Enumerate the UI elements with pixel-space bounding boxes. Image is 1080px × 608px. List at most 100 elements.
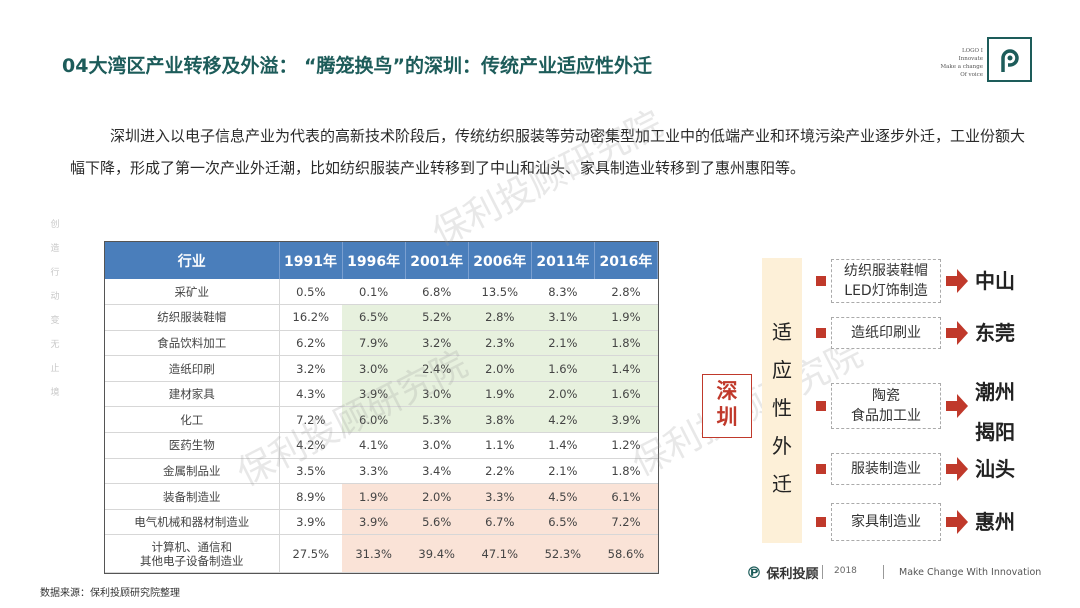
share-cell: 3.0% xyxy=(405,432,469,459)
industry-box: 造纸印刷业 xyxy=(831,317,941,349)
table-row: 金属制品业 3.5% 3.3% 3.4% 2.2% 2.1% 1.8% xyxy=(105,458,658,485)
header-year: 2016年 xyxy=(594,242,659,279)
industry-cell: 医药生物 xyxy=(105,432,280,459)
share-cell: 0.5% xyxy=(279,279,343,306)
share-cell: 2.3% xyxy=(468,330,532,357)
logo-line: Make a change xyxy=(940,64,984,70)
industry-cell: 食品饮料加工 xyxy=(105,330,280,357)
share-cell: 1.1% xyxy=(468,432,532,459)
motto-char: 变 xyxy=(50,316,60,326)
table-row: 食品饮料加工 6.2% 7.9% 3.2% 2.3% 2.1% 1.8% xyxy=(105,330,658,357)
share-cell: 3.0% xyxy=(405,381,469,408)
brand-year: 2018 xyxy=(834,566,857,576)
share-cell: 3.9% xyxy=(279,509,343,536)
industry-box: 家具制造业 xyxy=(831,503,941,541)
origin-box xyxy=(702,374,752,438)
share-cell: 52.3% xyxy=(531,534,595,574)
share-cell: 3.0% xyxy=(342,355,406,382)
industry-cell: 建材家具 xyxy=(105,381,280,408)
origin-char: 深 xyxy=(716,379,738,403)
share-cell: 8.3% xyxy=(531,279,595,306)
bullet-square-icon xyxy=(816,464,826,474)
page-title: 04大湾区产业转移及外溢： “腾笼换鸟”的深圳：传统产业适应性外迁 xyxy=(62,55,653,77)
share-cell: 16.2% xyxy=(279,304,343,331)
migration-vertical-label: 适 应 性 外 迁 xyxy=(762,313,802,503)
share-cell: 1.9% xyxy=(342,483,406,510)
origin-char: 圳 xyxy=(716,405,738,429)
share-cell: 3.4% xyxy=(405,458,469,485)
data-source-note: 数据来源：保利投顾研究院整理 xyxy=(40,588,180,599)
share-cell: 31.3% xyxy=(342,534,406,574)
arrow-right-icon xyxy=(946,457,968,481)
share-cell: 5.6% xyxy=(405,509,469,536)
arrow-right-icon xyxy=(946,321,968,345)
motto-char: 造 xyxy=(50,244,60,254)
industry-cell: 化工 xyxy=(105,406,280,434)
share-cell: 1.8% xyxy=(594,458,658,485)
intro-paragraph: 深圳进入以电子信息产业为代表的高新技术阶段后，传统纺织服装等劳动密集型加工业中的… xyxy=(70,127,1026,177)
header-industry: 行业 xyxy=(105,242,280,279)
industry-cell: 计算机、通信和 其他电子设备制造业 xyxy=(105,534,280,574)
logo-line: Innovate xyxy=(958,56,983,62)
industry-box: 服装制造业 xyxy=(831,453,941,485)
bullet-square-icon xyxy=(816,276,826,286)
motto-char: 止 xyxy=(50,364,60,374)
industry-box: 陶瓷 食品加工业 xyxy=(831,383,941,429)
motto-char: 无 xyxy=(50,340,60,350)
share-cell: 1.8% xyxy=(594,330,658,357)
logo-line: Of voice xyxy=(960,72,983,78)
share-cell: 3.5% xyxy=(279,458,343,485)
brand-p-icon: ℗ xyxy=(746,563,762,582)
brand-name: ℗ 保利投顾 xyxy=(746,563,819,582)
share-cell: 2.1% xyxy=(531,458,595,485)
share-cell: 1.6% xyxy=(594,381,658,408)
share-cell: 6.2% xyxy=(279,330,343,357)
motto-char: 动 xyxy=(50,292,60,302)
motto-char: 创 xyxy=(50,220,60,230)
table-header-row: 行业 1991年 1996年 2001年 2006年 2011年 2016年 xyxy=(105,242,659,279)
share-cell: 3.9% xyxy=(594,406,658,434)
destination-city: 中山 xyxy=(975,269,1015,293)
share-cell: 1.9% xyxy=(468,381,532,408)
industry-cell: 纺织服装鞋帽 xyxy=(105,304,280,331)
share-cell: 1.6% xyxy=(531,355,595,382)
destination-city: 潮州 揭阳 xyxy=(975,380,1015,444)
share-cell: 1.4% xyxy=(531,432,595,459)
table-row: 装备制造业 8.9% 1.9% 2.0% 3.3% 4.5% 6.1% xyxy=(105,483,658,510)
table-row: 化工 7.2% 6.0% 5.3% 3.8% 4.2% 3.9% xyxy=(105,406,658,434)
brand-name-text: 保利投顾 xyxy=(766,567,819,582)
share-cell: 2.8% xyxy=(594,279,658,306)
destination-city: 惠州 xyxy=(975,510,1015,534)
origin-label: 深圳 xyxy=(702,378,752,430)
arrow-right-icon xyxy=(946,394,968,418)
share-cell: 3.9% xyxy=(342,509,406,536)
share-cell: 58.6% xyxy=(594,534,658,574)
share-cell: 1.9% xyxy=(594,304,658,331)
share-cell: 8.9% xyxy=(279,483,343,510)
destination-city: 汕头 xyxy=(975,457,1015,481)
share-cell: 4.2% xyxy=(279,432,343,459)
industry-cell: 金属制品业 xyxy=(105,458,280,485)
arrow-right-icon xyxy=(946,510,968,534)
share-cell: 6.8% xyxy=(405,279,469,306)
share-cell: 2.0% xyxy=(468,355,532,382)
share-cell: 2.0% xyxy=(531,381,595,408)
share-cell: 6.5% xyxy=(531,509,595,536)
brand-divider xyxy=(822,565,823,579)
header-year: 1991年 xyxy=(279,242,343,279)
arrow-right-icon xyxy=(946,269,968,293)
share-cell: 2.2% xyxy=(468,458,532,485)
header-year: 2011年 xyxy=(531,242,595,279)
table-row: 医药生物 4.2% 4.1% 3.0% 1.1% 1.4% 1.2% xyxy=(105,432,658,459)
share-cell: 2.4% xyxy=(405,355,469,382)
vertical-char: 适 xyxy=(772,320,792,344)
table-row: 纺织服装鞋帽 16.2% 6.5% 5.2% 2.8% 3.1% 1.9% xyxy=(105,304,658,331)
share-cell: 3.2% xyxy=(405,330,469,357)
header-year: 1996年 xyxy=(342,242,406,279)
vertical-char: 迁 xyxy=(772,472,792,496)
share-cell: 5.3% xyxy=(405,406,469,434)
table-row: 造纸印刷 3.2% 3.0% 2.4% 2.0% 1.6% 1.4% xyxy=(105,355,658,382)
side-motto: 创 造 行 动 变 无 止 境 xyxy=(46,213,64,405)
industry-cell: 采矿业 xyxy=(105,279,280,306)
share-cell: 6.7% xyxy=(468,509,532,536)
